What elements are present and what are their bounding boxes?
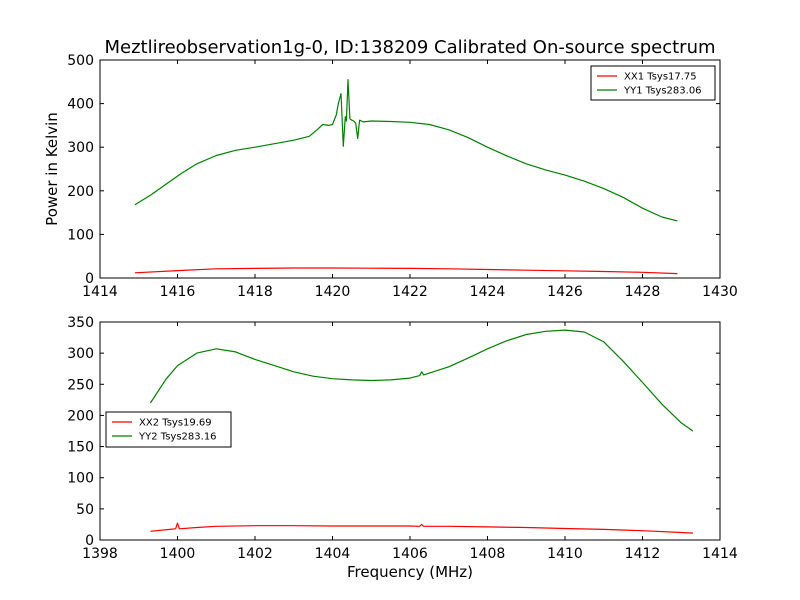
top-x-tick-label: 1426: [547, 284, 583, 300]
bottom-x-tick-label: 1414: [702, 546, 738, 562]
bottom-y-tick-label: 50: [76, 502, 94, 518]
top-y-tick-label: 100: [67, 227, 94, 243]
bottom-x-tick-label: 1400: [160, 546, 196, 562]
top-series-line-1: [134, 267, 678, 275]
top-y-tick-label: 200: [67, 184, 94, 200]
bottom-y-tick-label: 150: [67, 440, 94, 456]
bottom-legend-label-1: XX2 Tsys19.69: [139, 418, 212, 429]
bottom-y-tick-label: 350: [67, 315, 94, 331]
top-legend-box: [590, 65, 716, 101]
bottom-x-tick-label: 1408: [470, 546, 506, 562]
top-x-tick-label: 1430: [702, 284, 738, 300]
bottom-y-tick-label: 100: [67, 471, 94, 487]
bottom-x-tick-label: 1410: [547, 546, 583, 562]
top-y-tick-label: 500: [67, 53, 94, 69]
bottom-y-tick-label: 300: [67, 346, 94, 362]
bottom-series-line-2: [149, 329, 694, 432]
bottom-y-tick-label: 250: [67, 377, 94, 393]
bottom-legend-box: [105, 411, 232, 448]
bottom-x-tick-label: 1404: [315, 546, 351, 562]
bottom-y-tick-label: 0: [85, 533, 94, 549]
top-spectrum-plot: 1414 1416 1418 1420 1422 1424 1426 1428 1430 0 100…: [43, 53, 738, 300]
bottom-legend-label-2: YY2 Tsys283.16: [138, 432, 217, 443]
bottom-spectrum-plot: 1398 1400 1402 1404 1406 1408 1410 1412 1414 0 50 1…: [67, 315, 738, 581]
top-legend-label-2: YY1 Tsys283.06: [623, 86, 702, 97]
top-x-tick-label: 1418: [237, 284, 273, 300]
top-legend: XX1 Tsys17.75 YY1 Tsys283.06: [590, 65, 716, 101]
top-x-tick-label: 1414: [82, 284, 118, 300]
bottom-y-tick-label: 200: [67, 408, 94, 424]
top-x-tick-label: 1416: [160, 284, 196, 300]
top-x-tick-label: 1428: [625, 284, 661, 300]
bottom-x-axis-label: Frequency (MHz): [347, 563, 473, 581]
bottom-x-tick-label: 1398: [82, 546, 118, 562]
top-series-line-2: [134, 78, 678, 222]
top-y-axis-label: Power in Kelvin: [43, 112, 61, 226]
figure-title: Meztlireobservation1g-0, ID:138209 Calib…: [104, 37, 715, 58]
top-x-tick-label: 1422: [392, 284, 428, 300]
top-x-tick-label: 1420: [315, 284, 351, 300]
top-y-tick-label: 300: [67, 140, 94, 156]
top-legend-label-1: XX1 Tsys17.75: [624, 72, 697, 83]
bottom-x-tick-label: 1402: [237, 546, 273, 562]
bottom-x-tick-label: 1412: [625, 546, 661, 562]
bottom-series-line-1: [150, 522, 693, 534]
bottom-x-tick-label: 1406: [392, 546, 428, 562]
top-y-tick-label: 400: [67, 97, 94, 113]
top-y-tick-label: 0: [85, 271, 94, 287]
bottom-legend: XX2 Tsys19.69 YY2 Tsys283.16: [105, 411, 232, 448]
top-x-tick-label: 1424: [470, 284, 506, 300]
